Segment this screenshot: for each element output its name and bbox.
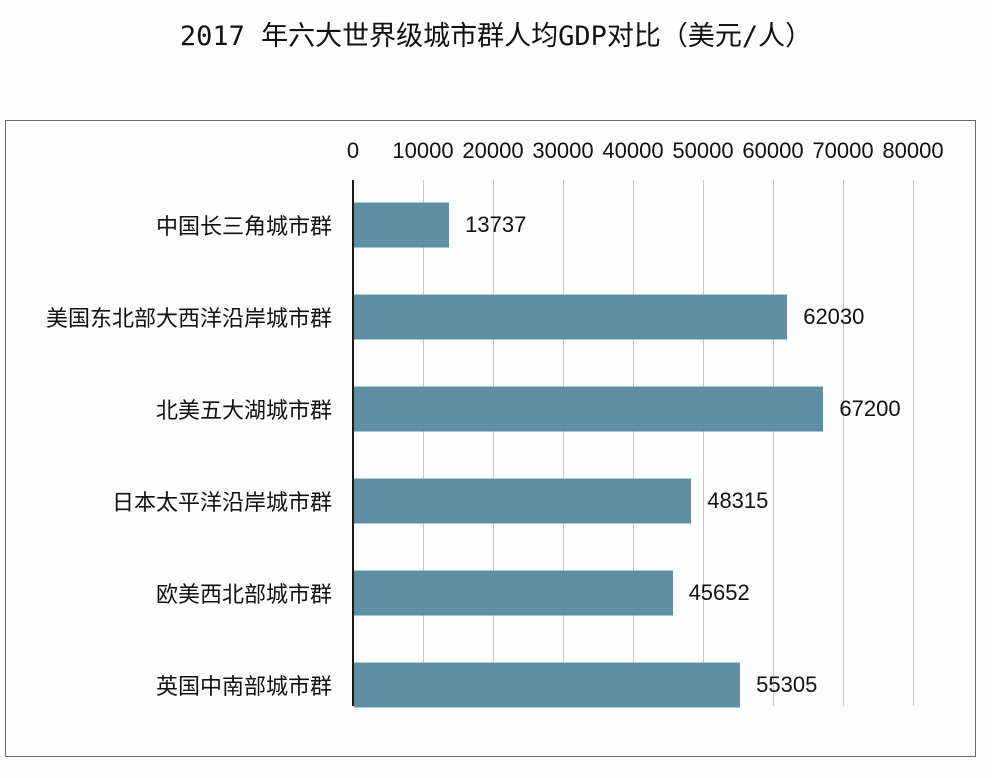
- gridline: [633, 180, 634, 706]
- bar: [354, 478, 692, 524]
- x-tick-label: 40000: [602, 138, 664, 163]
- x-tick-label: 30000: [532, 138, 594, 163]
- data-label: 13737: [465, 212, 527, 237]
- chart-title: 2017 年六大世界级城市群人均GDP对比（美元/人）: [179, 21, 813, 52]
- category-label: 欧美西北部城市群: [155, 582, 332, 607]
- data-label: 45652: [688, 580, 750, 605]
- gridline: [773, 180, 774, 706]
- x-tick-label: 50000: [672, 138, 734, 163]
- bar: [354, 294, 788, 340]
- x-tick-label: 60000: [742, 138, 804, 163]
- category-label: 日本太平洋沿岸城市群: [111, 490, 332, 515]
- bar: [354, 570, 673, 616]
- category-label: 中国长三角城市群: [155, 214, 332, 239]
- category-label: 美国东北部大西洋沿岸城市群: [45, 306, 332, 331]
- bar: [354, 202, 450, 248]
- gridline: [563, 180, 564, 706]
- category-label: 北美五大湖城市群: [155, 398, 332, 423]
- gridline: [493, 180, 494, 706]
- data-label: 55305: [756, 672, 818, 697]
- x-tick-label: 80000: [882, 138, 944, 163]
- category-label: 英国中南部城市群: [155, 674, 332, 699]
- chart-frame: [5, 120, 976, 757]
- data-label: 48315: [707, 488, 769, 513]
- x-tick-label: 20000: [462, 138, 524, 163]
- gridline: [703, 180, 704, 706]
- x-tick-label: 70000: [812, 138, 874, 163]
- y-axis-line: [352, 180, 354, 706]
- data-label: 62030: [803, 304, 865, 329]
- gridline: [843, 180, 844, 706]
- bar: [354, 386, 824, 432]
- x-tick-label: 0: [346, 138, 360, 163]
- bar: [354, 662, 741, 708]
- data-label: 67200: [839, 396, 901, 421]
- x-tick-label: 10000: [392, 138, 454, 163]
- gridline: [913, 180, 914, 706]
- gridline: [423, 180, 424, 706]
